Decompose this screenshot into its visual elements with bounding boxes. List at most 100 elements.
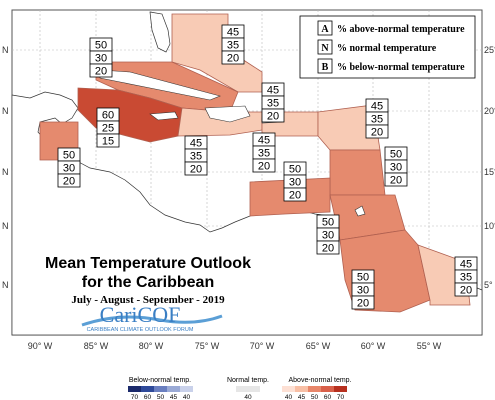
prob-value-a: 50 — [390, 149, 402, 161]
lon-tick-label: 85° W — [84, 341, 109, 351]
prob-value-a: 50 — [322, 217, 334, 229]
prob-cell-b — [365, 124, 389, 139]
logo-wordmark: CariCOF — [100, 302, 181, 327]
prob-cell-b — [89, 63, 113, 78]
prob-cell-b — [221, 50, 245, 65]
lat-tick-label-left: N — [2, 221, 9, 231]
prob-value-n: 35 — [371, 114, 383, 126]
prob-value-a: 45 — [267, 85, 279, 97]
hispaniola-island — [204, 105, 251, 123]
key-text-below: % below-normal temperature — [337, 62, 465, 73]
prob-value-b: 20 — [63, 176, 75, 188]
lon-tick-label: 90° W — [28, 341, 53, 351]
lat-tick-label-left: N — [2, 106, 9, 116]
prob-value-b: 20 — [460, 285, 472, 297]
cuba-island — [99, 69, 221, 101]
color-legend: Below-normal temp. Normal temp. Above-no… — [128, 377, 352, 400]
legend-tick-below: 50 — [157, 394, 165, 400]
prob-value-n: 25 — [102, 123, 114, 135]
prob-cell-b — [454, 282, 478, 297]
lon-tick-label: 60° W — [361, 341, 386, 351]
legend-tick-above: 50 — [311, 394, 319, 400]
prob-value-a: 60 — [102, 110, 114, 122]
key-text-above: % above-normal temperature — [337, 24, 465, 35]
prob-cell-b — [283, 187, 307, 202]
prob-value-n: 35 — [460, 272, 472, 284]
key-text-normal: % normal temperature — [337, 43, 437, 54]
prob-value-b: 15 — [102, 136, 114, 148]
prob-value-a: 50 — [95, 40, 107, 52]
prob-value-n: 35 — [227, 40, 239, 52]
prob-value-a: 50 — [289, 164, 301, 176]
lon-tick-label: 80° W — [139, 341, 164, 351]
prob-value-n: 30 — [289, 177, 301, 189]
prob-value-n: 35 — [258, 148, 270, 160]
legend-swatch-above — [321, 386, 334, 392]
legend-below-label: Below-normal temp. — [129, 377, 191, 384]
key-code-b: B — [322, 62, 329, 73]
probability-boxes: 4535205030206025155030204535204535204535… — [57, 24, 478, 310]
legend-tick-below: 45 — [170, 394, 178, 400]
prob-cell-b — [384, 172, 408, 187]
prob-value-b: 20 — [357, 298, 369, 310]
legend-swatch-normal — [236, 386, 260, 392]
legend-tick-below: 60 — [144, 394, 152, 400]
prob-value-n: 35 — [267, 98, 279, 110]
prob-value-a: 50 — [357, 272, 369, 284]
map-title-line1: Mean Temperature Outlook — [45, 255, 251, 272]
legend-above-label: Above-normal temp. — [288, 377, 351, 384]
latitude-labels: 25° N 20° N 15° N 10° N 5° N N N N N N — [2, 45, 495, 290]
prob-value-a: 50 — [63, 150, 75, 162]
lon-tick-label: 70° W — [250, 341, 275, 351]
lon-tick-label: 75° W — [195, 341, 220, 351]
lat-tick-label: 10° N — [484, 221, 495, 231]
prob-cell-b — [351, 295, 375, 310]
legend-swatch-above — [282, 386, 295, 392]
jamaica-island — [149, 111, 179, 121]
legend-tick-normal: 40 — [244, 394, 252, 400]
legend-tick-below: 70 — [131, 394, 139, 400]
prob-value-n: 30 — [95, 53, 107, 65]
prob-value-b: 20 — [322, 243, 334, 255]
caricof-logo: CariCOF CARIBBEAN CLIMATE OUTLOOK FORUM — [81, 302, 223, 333]
lon-tick-label: 65° W — [306, 341, 331, 351]
legend-tick-below: 40 — [183, 394, 191, 400]
legend-tick-above: 45 — [298, 394, 306, 400]
prob-value-a: 45 — [371, 101, 383, 113]
key-code-a: A — [321, 24, 329, 35]
prob-value-b: 20 — [227, 53, 239, 65]
prob-value-b: 20 — [190, 164, 202, 176]
prob-value-b: 20 — [289, 190, 301, 202]
longitude-labels: 90° W 85° W 80° W 75° W 70° W 65° W 60° W 55° W — [28, 341, 442, 351]
key-code-n: N — [321, 43, 329, 54]
lat-tick-label-left: N — [2, 167, 9, 177]
legend-tick-above: 40 — [285, 394, 293, 400]
lat-tick-label: 25° N — [484, 45, 495, 55]
legend-tick-above: 60 — [324, 394, 332, 400]
legend-swatch-below — [128, 386, 141, 392]
legend-swatch-above — [295, 386, 308, 392]
trinidad-island — [354, 205, 366, 217]
probability-key: A N B % above-normal temperature % norma… — [299, 15, 476, 79]
prob-value-b: 20 — [95, 66, 107, 78]
prob-value-b: 20 — [258, 161, 270, 173]
legend-tick-above: 70 — [337, 394, 345, 400]
legend-normal-label: Normal temp. — [227, 377, 269, 384]
lat-tick-label-left: N — [2, 45, 9, 55]
prob-value-b: 20 — [267, 111, 279, 123]
prob-value-a: 45 — [227, 27, 239, 39]
legend-swatch-below — [167, 386, 180, 392]
lon-tick-label: 55° W — [417, 341, 442, 351]
legend-swatch-below — [180, 386, 193, 392]
prob-value-a: 45 — [258, 135, 270, 147]
map-title-line2: for the Caribbean — [82, 274, 214, 291]
